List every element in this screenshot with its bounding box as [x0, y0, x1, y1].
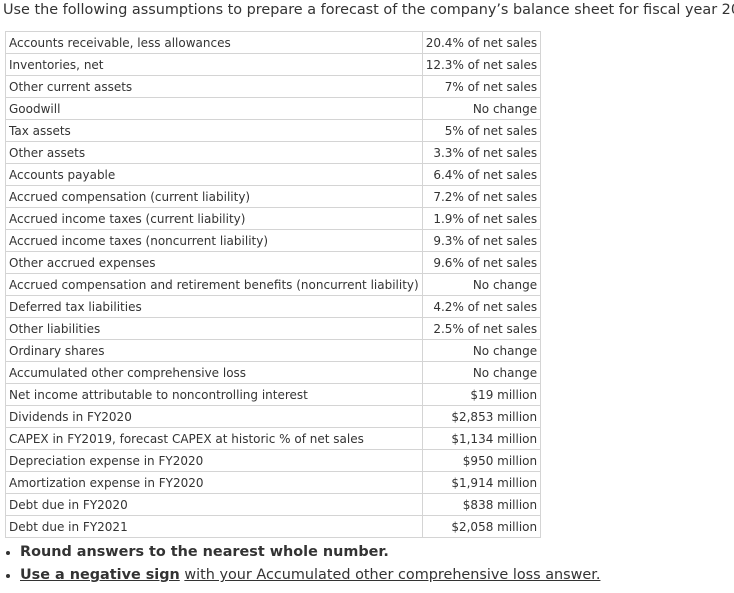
item-label: Accumulated other comprehensive loss: [5, 361, 423, 384]
item-label: Debt due in FY2021: [5, 515, 423, 538]
table-row: Tax assets 5% of net sales: [5, 119, 542, 142]
item-label: Inventories, net: [5, 53, 423, 76]
assumption-value: $2,853 million: [421, 405, 542, 428]
bullet: Use a negative sign with your Accumulate…: [0, 564, 600, 587]
item-label: Net income attributable to noncontrollin…: [5, 383, 423, 406]
bullet-text: Round answers to the nearest whole numbe…: [20, 544, 389, 560]
table-row: Other accrued expenses 9.6% of net sales: [5, 251, 542, 274]
table-row: Other liabilities 2.5% of net sales: [5, 317, 542, 340]
assumption-value: 5% of net sales: [421, 119, 542, 142]
assumption-value: 4.2% of net sales: [421, 295, 542, 318]
item-label: Accounts payable: [5, 163, 423, 186]
intro-text: Use the following assumptions to prepare…: [3, 2, 734, 18]
item-label: Goodwill: [5, 97, 423, 120]
item-label: Accrued income taxes (noncurrent liabili…: [5, 229, 423, 252]
assumption-value: 7% of net sales: [421, 75, 542, 98]
table-body: Accounts receivable, less allowances 20.4…: [5, 31, 542, 538]
table-row: Depreciation expense in FY2020 $950 milli…: [5, 449, 542, 472]
item-label: Tax assets: [5, 119, 423, 142]
item-label: Deferred tax liabilities: [5, 295, 423, 318]
table-row: Accounts receivable, less allowances 20.4…: [5, 31, 542, 54]
assumption-value: $950 million: [421, 449, 542, 472]
assumptions-table: Accounts receivable, less allowances 20.4…: [5, 31, 542, 538]
assumption-value: 2.5% of net sales: [421, 317, 542, 340]
table-row: CAPEX in FY2019, forecast CAPEX at histo…: [5, 427, 542, 450]
bullet-list: Round answers to the nearest whole numbe…: [0, 541, 600, 587]
item-label: Accounts receivable, less allowances: [5, 31, 423, 54]
item-label: CAPEX in FY2019, forecast CAPEX at histo…: [5, 427, 423, 450]
table-row: Accrued income taxes (current liability)…: [5, 207, 542, 230]
table-row: Goodwill No change: [5, 97, 542, 120]
item-label: Other accrued expenses: [5, 251, 423, 274]
table-row: Accrued compensation (current liability)…: [5, 185, 542, 208]
assumption-value: No change: [421, 339, 542, 362]
table-row: Ordinary shares No change: [5, 339, 542, 362]
item-label: Ordinary shares: [5, 339, 423, 362]
table-row: Deferred tax liabilities 4.2% of net sale…: [5, 295, 542, 318]
table-row: Debt due in FY2021 $2,058 million: [5, 515, 542, 538]
bullet-bold: Use a negative sign: [20, 567, 180, 583]
table-row: Accrued income taxes (noncurrent liabili…: [5, 229, 542, 252]
table-row: Dividends in FY2020 $2,853 million: [5, 405, 542, 428]
assumption-value: 6.4% of net sales: [421, 163, 542, 186]
assumption-value: 7.2% of net sales: [421, 185, 542, 208]
item-label: Other assets: [5, 141, 423, 164]
table-row: Debt due in FY2020 $838 million: [5, 493, 542, 516]
table-row: Accumulated other comprehensive loss No c…: [5, 361, 542, 384]
item-label: Other liabilities: [5, 317, 423, 340]
assumption-value: 9.3% of net sales: [421, 229, 542, 252]
table-row: Inventories, net 12.3% of net sales: [5, 53, 542, 76]
item-label: Accrued compensation and retirement bene…: [5, 273, 423, 296]
table-row: Amortization expense in FY2020 $1,914 mil…: [5, 471, 542, 494]
assumption-value: 20.4% of net sales: [421, 31, 542, 54]
item-label: Dividends in FY2020: [5, 405, 423, 428]
assumption-value: No change: [421, 273, 542, 296]
assumption-value: $19 million: [421, 383, 542, 406]
assumption-value: No change: [421, 361, 542, 384]
item-label: Accrued income taxes (current liability): [5, 207, 423, 230]
item-label: Other current assets: [5, 75, 423, 98]
assumption-value: 12.3% of net sales: [421, 53, 542, 76]
item-label: Depreciation expense in FY2020: [5, 449, 423, 472]
assumption-value: No change: [421, 97, 542, 120]
table-row: Accounts payable 6.4% of net sales: [5, 163, 542, 186]
assumption-value: 1.9% of net sales: [421, 207, 542, 230]
bullet-text: with your Accumulated other comprehensiv…: [184, 567, 601, 583]
assumption-value: 3.3% of net sales: [421, 141, 542, 164]
assumption-value: $838 million: [421, 493, 542, 516]
item-label: Debt due in FY2020: [5, 493, 423, 516]
table-row: Net income attributable to noncontrollin…: [5, 383, 542, 406]
assumption-value: $2,058 million: [421, 515, 542, 538]
assumption-value: $1,914 million: [421, 471, 542, 494]
assumption-value: 9.6% of net sales: [421, 251, 542, 274]
bullet: Round answers to the nearest whole numbe…: [0, 541, 600, 564]
assumption-value: $1,134 million: [421, 427, 542, 450]
table-row: Other current assets 7% of net sales: [5, 75, 542, 98]
table-row: Other assets 3.3% of net sales: [5, 141, 542, 164]
table-row: Accrued compensation and retirement bene…: [5, 273, 542, 296]
item-label: Accrued compensation (current liability): [5, 185, 423, 208]
item-label: Amortization expense in FY2020: [5, 471, 423, 494]
